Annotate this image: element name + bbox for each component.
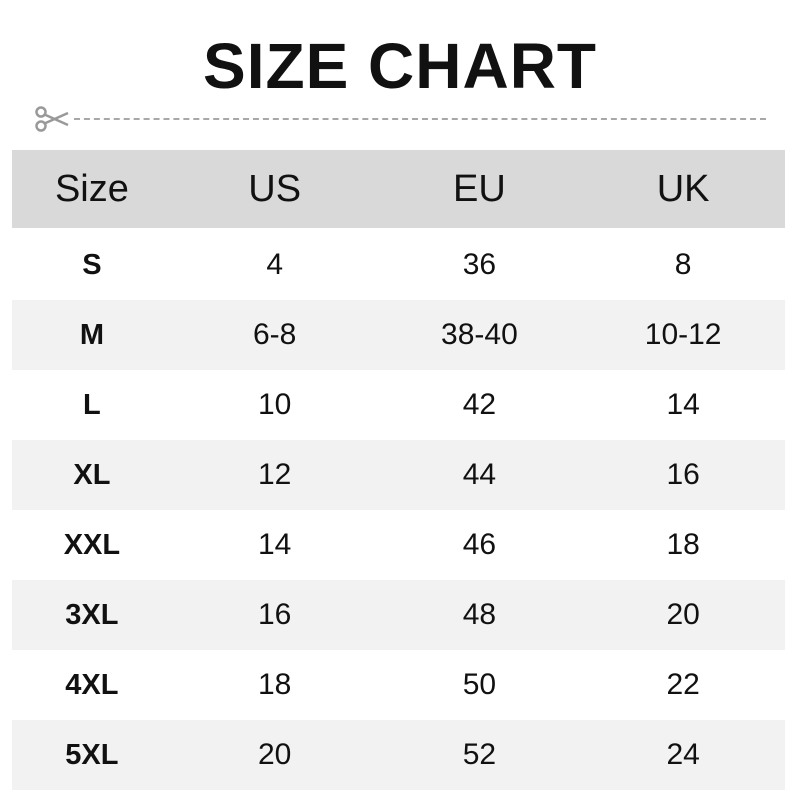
cell-size: L xyxy=(83,388,101,421)
table-row: S 4 36 8 xyxy=(12,230,785,300)
cell-us: 6-8 xyxy=(252,318,297,351)
cell-us: 16 xyxy=(257,598,292,631)
cell-uk: 14 xyxy=(666,388,700,421)
cell-us: 20 xyxy=(257,738,292,771)
cell-uk: 10-12 xyxy=(644,318,722,351)
scissors-icon xyxy=(35,106,69,132)
cell-size: 3XL xyxy=(65,598,119,631)
cell-uk: 22 xyxy=(666,668,700,701)
cell-size: XL xyxy=(73,458,111,491)
cell-size: 5XL xyxy=(65,738,119,771)
cell-size: M xyxy=(79,318,104,351)
table-header-row: Size US EU UK xyxy=(12,150,785,228)
cell-us: 14 xyxy=(257,528,292,561)
cell-uk: 8 xyxy=(674,248,692,281)
page-title: SIZE CHART xyxy=(203,30,597,102)
dashed-divider xyxy=(74,118,766,120)
header-eu: EU xyxy=(453,167,506,210)
cell-size: XXL xyxy=(63,528,121,561)
table-row: XL 12 44 16 xyxy=(12,440,785,510)
table-row: 4XL 18 50 22 xyxy=(12,650,785,720)
cell-uk: 18 xyxy=(666,528,700,561)
table-row: XXL 14 46 18 xyxy=(12,510,785,580)
cell-size: 4XL xyxy=(65,668,119,701)
cut-line xyxy=(34,106,774,132)
cell-uk: 20 xyxy=(666,598,700,631)
table-row: 3XL 16 48 20 xyxy=(12,580,785,650)
cell-eu: 46 xyxy=(462,528,497,561)
header-us: US xyxy=(248,167,302,210)
cell-eu: 42 xyxy=(462,388,497,421)
header-size: Size xyxy=(54,167,129,210)
cell-us: 10 xyxy=(257,388,292,421)
cell-eu: 48 xyxy=(462,598,497,631)
cell-us: 4 xyxy=(266,248,283,281)
table-row: 5XL 20 52 24 xyxy=(12,720,785,790)
cell-us: 12 xyxy=(257,458,292,491)
cell-uk: 24 xyxy=(666,738,700,771)
table-row: L 10 42 14 xyxy=(12,370,785,440)
cell-eu: 36 xyxy=(462,248,497,281)
cell-eu: 38-40 xyxy=(441,318,518,351)
cell-uk: 16 xyxy=(666,458,700,491)
table-row: M 6-8 38-40 10-12 xyxy=(12,300,785,370)
size-table: Size US EU UK S 4 36 8 M 6-8 38-40 10-12 L 10 42 14… xyxy=(12,150,785,790)
cell-eu: 52 xyxy=(462,738,497,771)
cell-eu: 44 xyxy=(462,458,497,491)
cell-size: S xyxy=(82,248,102,281)
header-uk: UK xyxy=(656,167,710,210)
cell-us: 18 xyxy=(257,668,292,701)
cell-eu: 50 xyxy=(462,668,497,701)
